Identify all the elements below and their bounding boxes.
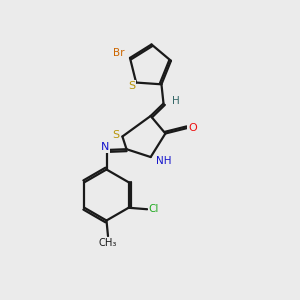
Text: NH: NH (156, 156, 172, 166)
Text: Cl: Cl (148, 204, 159, 214)
Text: CH₃: CH₃ (99, 238, 117, 248)
Text: O: O (188, 123, 197, 133)
Text: N: N (101, 142, 109, 152)
Text: Br: Br (113, 47, 124, 58)
Text: H: H (172, 95, 180, 106)
Text: S: S (128, 80, 135, 91)
Text: S: S (112, 130, 119, 140)
